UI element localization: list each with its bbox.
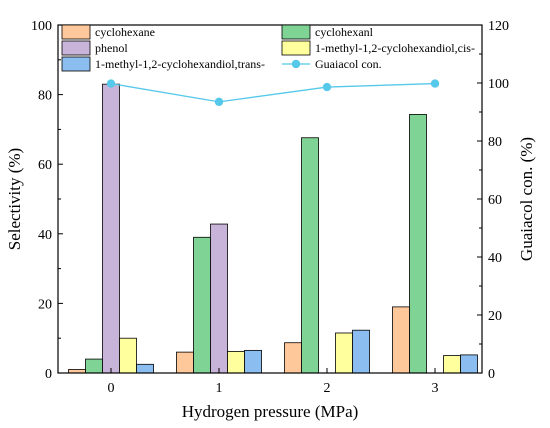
y-tick-label: 100 [31, 19, 52, 34]
y2-tick-label: 60 [488, 193, 502, 208]
line-layer [106, 79, 440, 107]
bar-cyclohexanl-2 [301, 137, 319, 374]
bar-1-methyl-1-2-cyclohexandiol-trans--0 [136, 363, 154, 374]
y-axis-title: Selectivity (%) [5, 148, 24, 250]
legend-label-cyclohexanl: cyclohexanl [315, 25, 374, 39]
legend-label-1-methyl-1-2-cyclohexandiol-trans-: 1-methyl-1,2-cyclohexandiol,trans- [95, 57, 265, 71]
y-tick-label: 20 [38, 297, 52, 312]
bar-1-methyl-1-2-cyclohexandiol-trans--3 [460, 354, 478, 374]
x-axis-title: Hydrogen pressure (MPa) [182, 402, 359, 421]
bar-1-methyl-1-2-cyclohexandiol-cis--1 [227, 351, 245, 374]
legend-swatch-cyclohexane [61, 24, 91, 40]
y2-tick-label: 100 [488, 77, 509, 92]
guaiacol-point-2 [322, 82, 332, 92]
bar-cyclohexanl-1 [193, 236, 211, 374]
bar-1-methyl-1-2-cyclohexandiol-cis--3 [443, 355, 461, 374]
y-tick-label: 40 [38, 228, 52, 243]
y-tick-label: 60 [38, 158, 52, 173]
legend-swatch-phenol [61, 40, 91, 56]
x-tick-label: 1 [216, 381, 223, 396]
y-tick-label: 80 [38, 89, 52, 104]
legend-swatch-cyclohexanl [281, 24, 311, 40]
y-tick-label: 0 [45, 367, 52, 382]
bar-1-methyl-1-2-cyclohexandiol-cis--2 [335, 332, 353, 374]
guaiacol-conversion-line [110, 82, 436, 103]
bar-phenol-0 [102, 83, 120, 374]
y2-tick-label: 120 [488, 19, 509, 34]
y2-tick-label: 40 [488, 251, 502, 266]
legend-swatch-1-methyl-1-2-cyclohexandiol-trans- [61, 56, 91, 72]
bar-1-methyl-1-2-cyclohexandiol-trans--2 [352, 329, 370, 374]
bar-cyclohexane-2 [284, 342, 302, 374]
bar-1-methyl-1-2-cyclohexandiol-trans--1 [244, 349, 262, 374]
bar-cyclohexanl-3 [409, 114, 427, 374]
axes-layer: 0 20 40 60 80 100 0 20 40 60 80 100 120 0 1 2 3 [31, 19, 509, 396]
legend-label-cyclohexane: cyclohexane [95, 25, 155, 39]
y2-tick-label: 20 [488, 309, 502, 324]
guaiacol-point-1 [214, 97, 224, 107]
guaiacol-point-0 [106, 79, 116, 88]
bar-1-methyl-1-2-cyclohexandiol-cis--0 [119, 337, 137, 374]
legend-marker-guaiacol-con- [291, 59, 301, 69]
legend: cyclohexane cyclohexanl phenol 1-methyl-1,2… [61, 24, 475, 72]
x-tick-label: 0 [108, 381, 115, 396]
bar-cyclohexanl-0 [85, 358, 103, 374]
x-tick-label: 2 [324, 381, 331, 396]
y2-axis-title: Guaiacol con. (%) [517, 137, 536, 261]
bar-cyclohexane-3 [392, 306, 410, 374]
legend-swatch-1-methyl-1-2-cyclohexandiol-cis- [281, 40, 311, 56]
legend-label-phenol: phenol [95, 41, 128, 55]
bar-phenol-1 [210, 223, 228, 374]
bars-layer [68, 83, 478, 374]
guaiacol-point-3 [430, 79, 440, 88]
y2-tick-label: 0 [488, 367, 495, 382]
legend-label-guaiacol-con-: Guaiacol con. [315, 57, 382, 71]
bar-cyclohexane-1 [176, 351, 194, 374]
y2-tick-label: 80 [488, 135, 502, 150]
x-tick-label: 3 [432, 381, 439, 396]
legend-label-1-methyl-1-2-cyclohexandiol-cis-: 1-methyl-1,2-cyclohexandiol,cis- [315, 41, 475, 55]
